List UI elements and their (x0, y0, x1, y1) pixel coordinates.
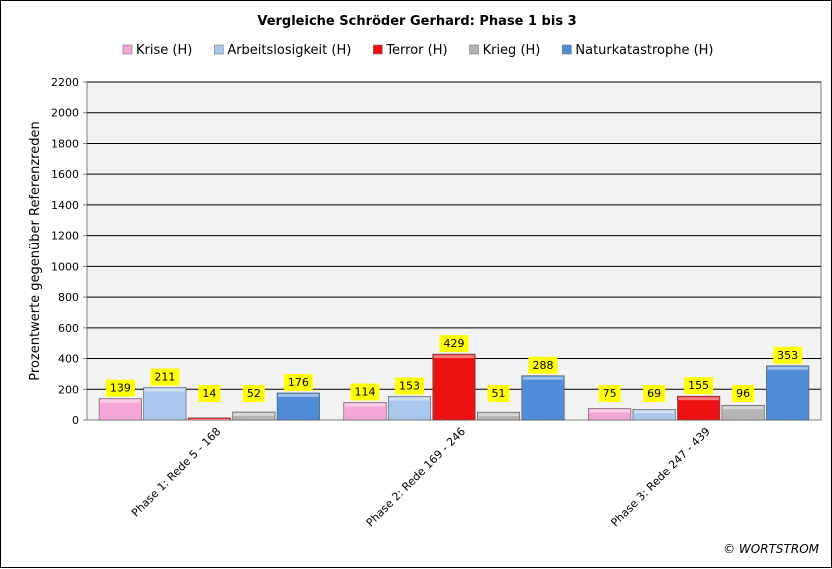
bar (521, 375, 565, 421)
bar (98, 398, 142, 421)
y-tick-label: 1000 (51, 260, 79, 273)
y-axis-label: Prozentwerte gegenüber Referenzreden (28, 121, 43, 380)
data-label-bg (283, 373, 313, 391)
legend: Krise (H) Arbeitslosigkeit (H) Terror (H) K… (122, 43, 714, 58)
legend-label: Krieg (H) (483, 43, 541, 58)
data-labels: 139 211 14 52 176 114 153 429 51 288 75 69 155 96 353 (105, 335, 803, 402)
legend-swatch (469, 44, 479, 55)
x-category-label: Phase 3: Rede 247 - 439 (608, 425, 712, 529)
bar-highlight (589, 409, 630, 413)
y-tick-label: 600 (58, 322, 79, 335)
bar (276, 392, 320, 421)
bar-highlight (433, 355, 475, 359)
y-tick-label: 1400 (51, 199, 79, 212)
bar (588, 408, 632, 421)
legend-label: Arbeitslosigkeit (H) (227, 43, 351, 58)
chart-title: Vergleiche Schröder Gerhard: Phase 1 bis… (257, 14, 576, 29)
data-label: 14 (202, 387, 216, 400)
bar-highlight (389, 397, 430, 401)
bar (143, 387, 187, 421)
bar (232, 411, 276, 421)
data-label: 69 (647, 387, 661, 400)
y-tick-label: 1600 (51, 168, 79, 181)
y-tick-label: 1800 (51, 137, 79, 150)
data-label: 52 (247, 387, 261, 400)
bar-highlight (722, 406, 764, 410)
data-label: 153 (399, 379, 420, 392)
y-tick-label: 400 (58, 353, 79, 366)
bar-highlight (767, 366, 808, 370)
legend-swatch (562, 44, 572, 55)
bar (677, 395, 721, 421)
x-category-label: Phase 1: Rede 5 - 168 (129, 425, 224, 520)
data-label-bg (684, 377, 714, 395)
data-label: 51 (492, 387, 506, 400)
data-label-bg (242, 385, 265, 402)
data-label-bg (198, 385, 221, 402)
bar (343, 402, 387, 421)
x-axis-categories: Phase 1: Rede 5 - 168 Phase 2: Rede 169 -… (129, 425, 713, 529)
legend-swatch (373, 44, 383, 55)
data-label-bg (732, 385, 755, 402)
bar-highlight (189, 418, 230, 420)
data-label-bg (350, 383, 380, 401)
data-label: 114 (355, 385, 376, 398)
y-tick-label: 0 (72, 414, 79, 427)
data-label-bg (105, 379, 135, 397)
bar (387, 396, 432, 421)
data-label: 75 (603, 387, 617, 400)
data-label-bg (528, 356, 558, 374)
bar (432, 353, 476, 421)
credit-text: © WORTSTROM (723, 542, 820, 556)
y-axis-ticks: 0 200 400 600 800 1000 1200 1400 1600 1800 2000 220… (51, 76, 87, 427)
bar (476, 411, 521, 421)
data-label-bg (395, 377, 424, 395)
bar (632, 409, 676, 421)
x-category-label: Phase 2: Rede 169 - 246 (364, 425, 468, 529)
data-label: 211 (154, 371, 175, 384)
data-label-bg (487, 385, 510, 402)
data-label-bg (643, 385, 666, 402)
bars (98, 353, 810, 421)
bar-highlight (144, 388, 186, 392)
bar-highlight (522, 376, 564, 380)
data-label: 288 (533, 359, 554, 372)
data-label-bg (150, 368, 180, 386)
bar-highlight (478, 413, 519, 417)
data-label: 353 (777, 349, 798, 362)
data-label-bg (598, 385, 621, 402)
bar-highlight (633, 410, 675, 414)
legend-label: Naturkatastrophe (H) (575, 43, 713, 58)
y-tick-label: 1200 (51, 230, 79, 243)
data-label: 139 (110, 382, 131, 395)
data-label: 429 (444, 337, 465, 350)
legend-swatch (214, 44, 224, 55)
data-label-bg (439, 335, 469, 353)
bar (187, 417, 231, 421)
data-label: 176 (288, 376, 309, 389)
y-tick-label: 2000 (51, 107, 79, 120)
bar-highlight (278, 393, 319, 397)
bar-highlight (233, 413, 275, 417)
bar-highlight (100, 399, 141, 403)
y-tick-label: 800 (58, 291, 79, 304)
legend-swatch (122, 44, 133, 55)
bar-highlight (678, 397, 719, 401)
bar-highlight (344, 403, 386, 407)
data-label-bg (773, 346, 803, 364)
y-tick-label: 200 (58, 383, 79, 396)
bar (721, 404, 765, 421)
bar (766, 365, 810, 421)
data-label: 96 (736, 387, 750, 400)
legend-label: Terror (H) (385, 43, 447, 58)
legend-label: Krise (H) (136, 43, 192, 58)
data-label: 155 (688, 379, 709, 392)
y-tick-label: 2200 (51, 76, 79, 89)
